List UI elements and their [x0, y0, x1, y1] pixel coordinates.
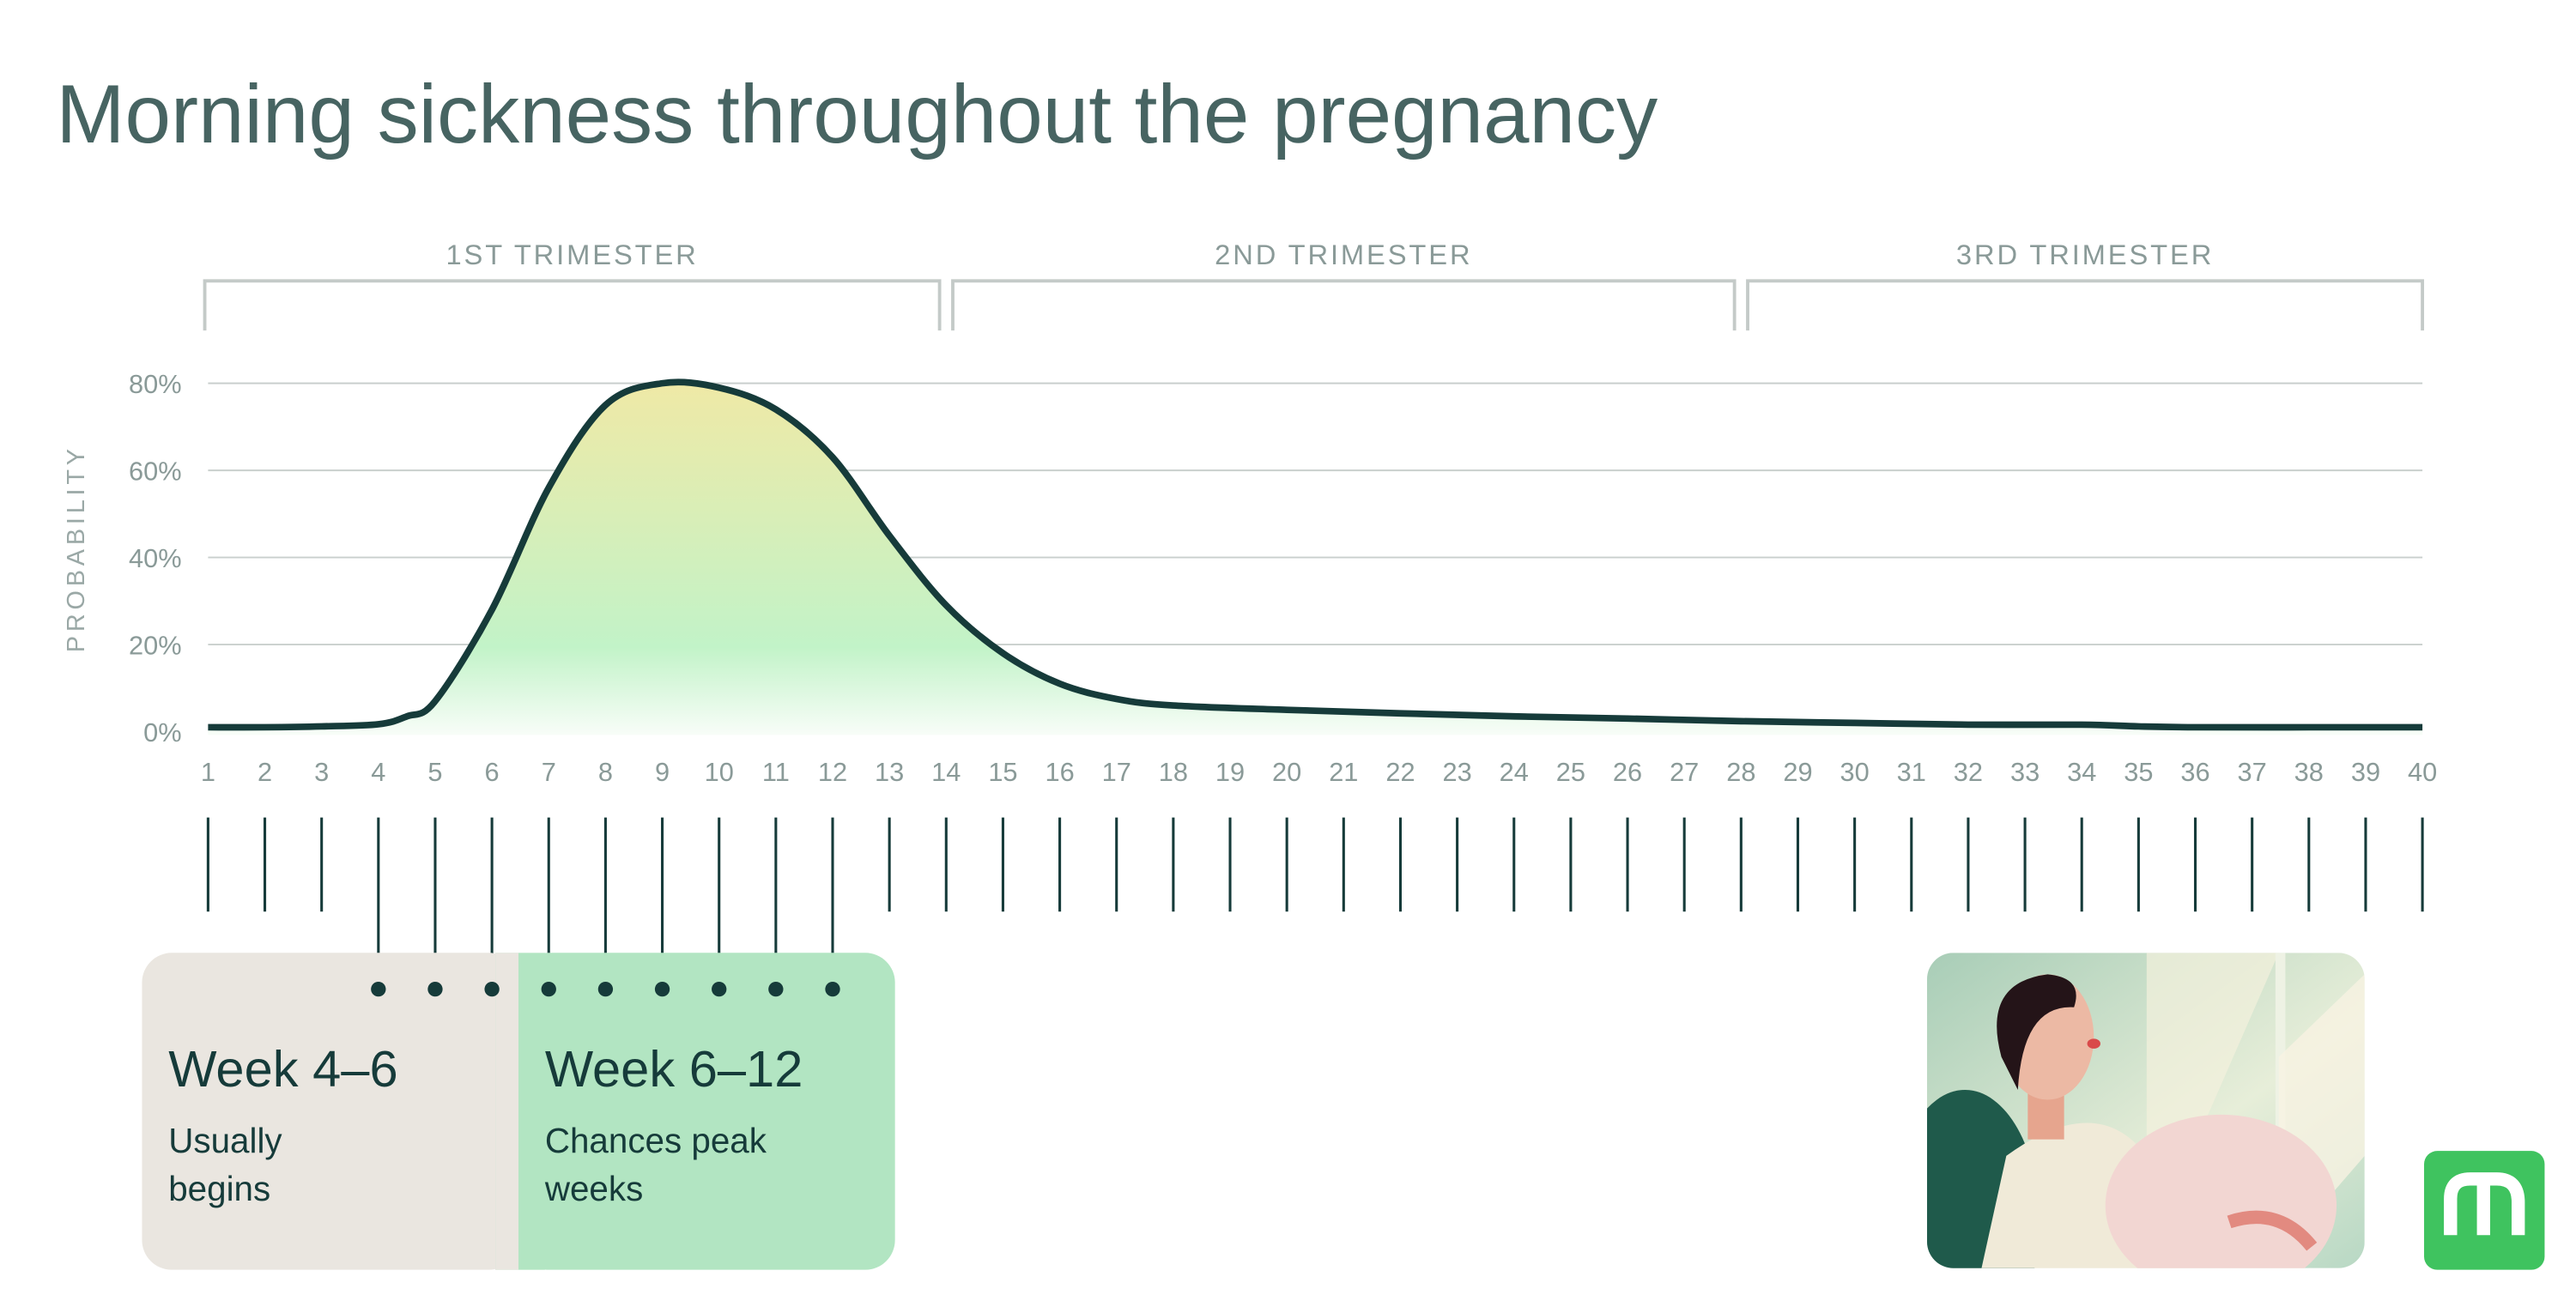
trimester-brackets: 1ST TRIMESTER 2ND TRIMESTER 3RD TRIMESTER — [203, 239, 2425, 331]
x-tick-label: 30 — [1840, 757, 1870, 787]
week-markers — [371, 981, 840, 997]
trimester-bracket — [203, 279, 942, 331]
highlight-box-week-4-6 — [142, 953, 519, 1270]
x-tick-label: 38 — [2294, 757, 2324, 787]
x-tick-label: 14 — [931, 757, 961, 787]
brand-logo — [2424, 1151, 2545, 1270]
grid: 0% 20% 40% 60% 80% — [129, 369, 2423, 747]
x-tick-label: 26 — [1613, 757, 1642, 787]
x-tick-label: 9 — [655, 757, 670, 787]
week-marker-dot — [768, 981, 784, 997]
week-marker-dot — [484, 981, 500, 997]
x-tick-label: 6 — [485, 757, 500, 787]
y-axis-label: PROBABILITY — [63, 445, 90, 652]
x-tick-label: 27 — [1670, 757, 1699, 787]
week-marker-dot — [541, 981, 556, 997]
x-tick-label: 37 — [2238, 757, 2267, 787]
x-tick-label: 39 — [2351, 757, 2380, 787]
x-tick-label: 29 — [1783, 757, 1812, 787]
probability-line — [208, 378, 2423, 731]
x-tick-label: 32 — [1954, 757, 1983, 787]
x-tick-label: 7 — [542, 757, 556, 787]
x-tick-label: 34 — [2067, 757, 2096, 787]
probability-area — [208, 382, 2423, 735]
trimester-label: 2ND TRIMESTER — [1215, 239, 1472, 270]
highlight-text-1a: Usually — [168, 1121, 282, 1160]
x-tick-label: 31 — [1897, 757, 1926, 787]
x-tick-label: 15 — [988, 757, 1017, 787]
y-tick-label: 80% — [129, 369, 182, 399]
y-tick-label: 0% — [143, 717, 181, 747]
highlight-text-2b: weeks — [544, 1169, 643, 1208]
x-tick-label: 12 — [818, 757, 847, 787]
week-marker-dot — [825, 981, 840, 997]
week-marker-dot — [371, 981, 386, 997]
week-marker-dot — [654, 981, 670, 997]
pregnant-woman-illustration — [1926, 953, 2365, 1268]
x-tick-label: 33 — [2010, 757, 2040, 787]
y-tick-label: 60% — [129, 457, 182, 487]
highlight-text-2a: Chances peak — [545, 1121, 767, 1160]
x-tick-label: 36 — [2180, 757, 2209, 787]
x-tick-label: 40 — [2408, 757, 2437, 787]
highlight-title-2: Week 6–12 — [545, 1040, 803, 1098]
x-tick-label: 22 — [1385, 757, 1415, 787]
page-title: Morning sickness throughout the pregnanc… — [56, 69, 1658, 160]
x-tick-label: 5 — [427, 757, 442, 787]
x-tick-label: 4 — [371, 757, 385, 787]
trimester-label: 3RD TRIMESTER — [1956, 239, 2214, 270]
x-tick-label: 10 — [705, 757, 734, 787]
highlight-box-joint-left — [495, 953, 519, 1270]
x-tick-label: 20 — [1272, 757, 1301, 787]
highlight-text-1b: begins — [168, 1169, 270, 1208]
x-tick-label: 21 — [1329, 757, 1358, 787]
x-tick-label: 1 — [201, 757, 215, 787]
trimester-label: 1ST TRIMESTER — [445, 239, 698, 270]
y-tick-label: 40% — [129, 543, 182, 573]
x-tick-label: 25 — [1556, 757, 1585, 787]
x-tick-label: 35 — [2124, 757, 2153, 787]
week-marker-dot — [712, 981, 727, 997]
x-tick-label: 28 — [1726, 757, 1755, 787]
x-tick-label: 8 — [598, 757, 613, 787]
x-tick-label: 23 — [1442, 757, 1471, 787]
x-tick-label: 3 — [314, 757, 329, 787]
x-axis: 1 2 3 4 5 6 7 8 9 10 11 12 13 14 15 16 17 18 19 20 21 22 23 24 2… — [201, 757, 2437, 988]
y-tick-label: 20% — [129, 631, 182, 661]
x-tick-label: 11 — [762, 757, 790, 787]
highlight-box-week-6-12 — [518, 953, 895, 1270]
x-tick-label: 13 — [875, 757, 904, 787]
trimester-bracket — [1746, 279, 2425, 331]
week-marker-dot — [427, 981, 443, 997]
x-tick-label: 2 — [258, 757, 272, 787]
x-tick-label: 17 — [1102, 757, 1131, 787]
x-tick-label: 19 — [1215, 757, 1245, 787]
trimester-bracket — [951, 279, 1737, 331]
x-tick-label: 24 — [1500, 757, 1529, 787]
week-marker-dot — [597, 981, 614, 997]
x-tick-label: 16 — [1045, 757, 1074, 787]
highlight-title-1: Week 4–6 — [168, 1040, 397, 1098]
x-tick-label: 18 — [1159, 757, 1188, 787]
